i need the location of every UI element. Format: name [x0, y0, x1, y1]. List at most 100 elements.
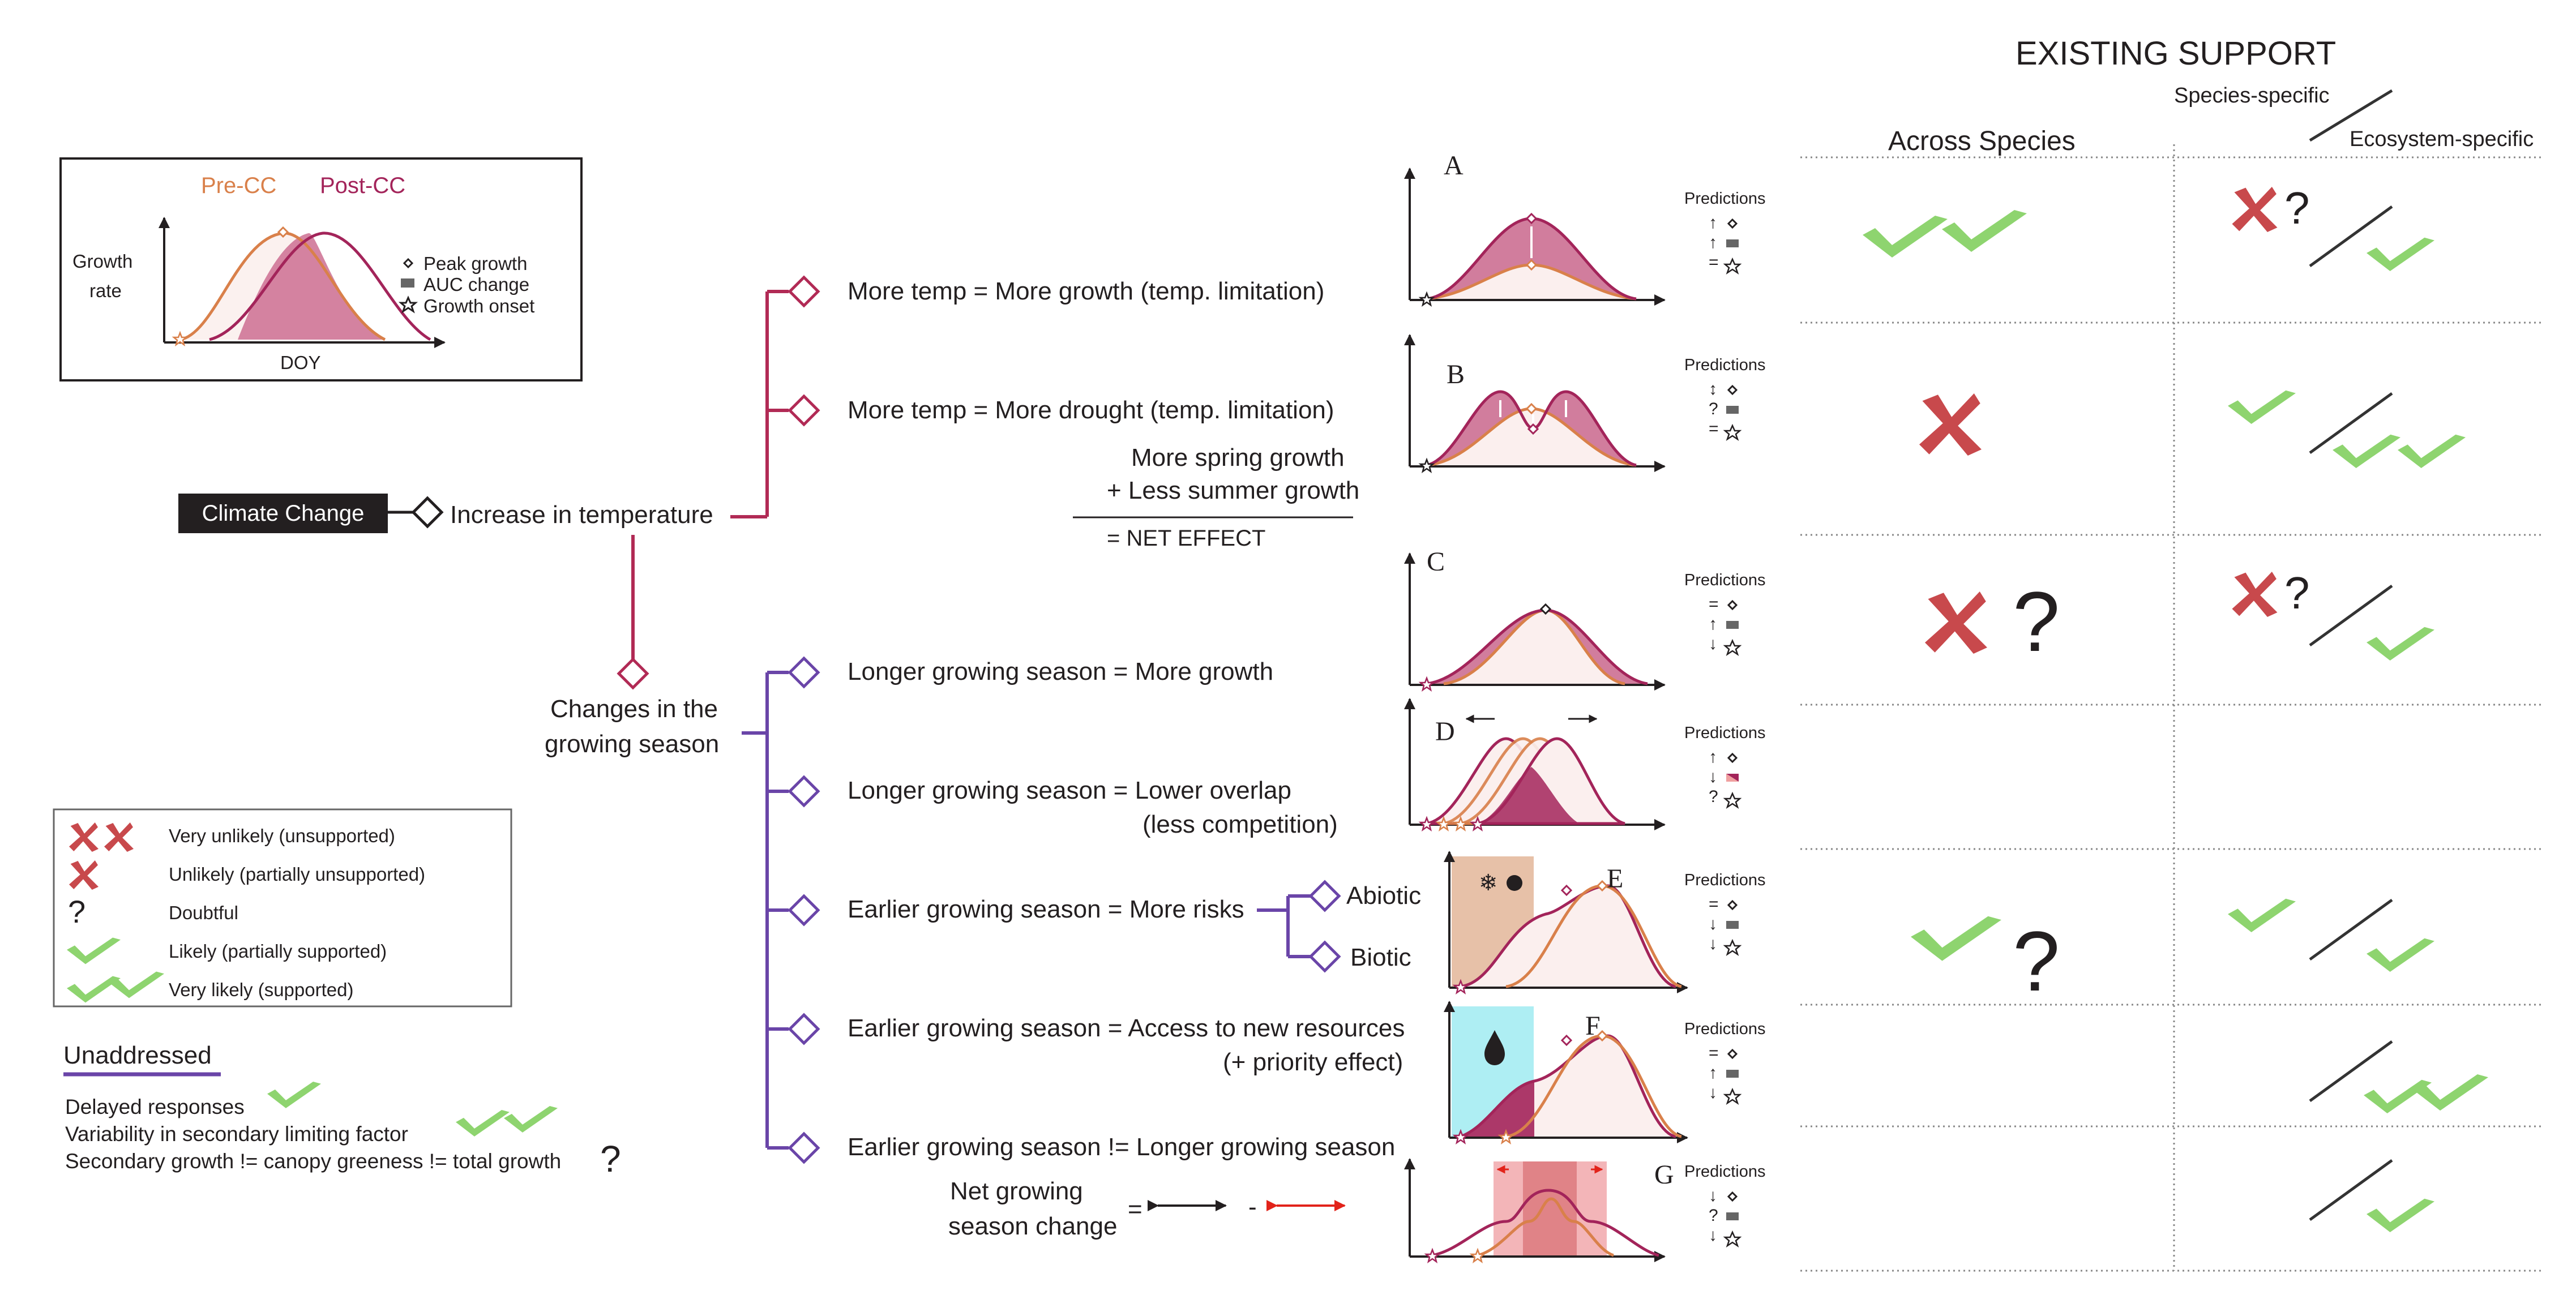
question-icon: ? — [2013, 574, 2060, 669]
check-icon — [2398, 434, 2466, 468]
question-icon: ? — [2013, 914, 2060, 1009]
panel-e-auc-mark: ↓ — [1709, 915, 1717, 933]
unaddressed-variability: Variability in secondary limiting factor — [65, 1122, 408, 1146]
panel-g-onset-mark: ↓ — [1709, 1226, 1717, 1245]
panel-c-peak-mark: = — [1709, 595, 1719, 614]
check-icon — [456, 1109, 510, 1137]
panel-d-peak-mark: ↑ — [1709, 748, 1717, 766]
cross-icon — [69, 860, 99, 890]
panel-letter-e: E — [1607, 864, 1624, 894]
prediction-key-glyphs — [1723, 218, 1742, 1248]
panel-letter-d: D — [1435, 717, 1455, 747]
check-icon — [67, 937, 121, 964]
peak-growth-key: Peak growth — [423, 253, 528, 274]
unaddressed-title: Unaddressed — [63, 1041, 212, 1069]
risk-abiotic-label: Abiotic — [1346, 882, 1422, 910]
cross-icon — [69, 822, 99, 852]
panel-a-onset-mark: = — [1709, 253, 1719, 272]
cross-icon — [2232, 187, 2278, 232]
support-row-slashes — [2309, 205, 2393, 1221]
net-season-label-2: season change — [948, 1212, 1118, 1240]
panel-f-onset-mark: ↓ — [1709, 1083, 1717, 1102]
legend-very-likely: Very likely (supported) — [169, 979, 354, 1000]
panel-c-predictions-label: Predictions — [1684, 571, 1766, 589]
check-icon — [67, 976, 121, 1003]
legend-doubtful: Doubtful — [169, 902, 238, 923]
season-branch-lower-overlap: Longer growing season = Lower overlap — [848, 777, 1291, 804]
ecosystem-specific-header: Ecosystem-specific — [2350, 127, 2534, 151]
panel-b-peak-mark: ↕ — [1709, 380, 1717, 398]
cross-icon — [1925, 591, 1987, 654]
auc-change-key: AUC change — [423, 274, 530, 295]
panel-C-graph — [1404, 552, 1666, 692]
season-branch-not-longer: Earlier growing season != Longer growing… — [848, 1133, 1396, 1161]
panel-letter-g: G — [1654, 1160, 1674, 1190]
check-icon — [1911, 916, 2001, 961]
cross-icon — [2232, 572, 2278, 617]
panel-f-predictions-label: Predictions — [1684, 1020, 1766, 1038]
cross-icon — [1919, 393, 1982, 456]
check-icon — [267, 1081, 321, 1108]
panel-d-auc-mark: ↓ — [1709, 768, 1717, 786]
panel-A-graph — [1404, 168, 1666, 307]
panel-b-onset-mark: = — [1709, 419, 1719, 438]
symbol-legend-box: ? — [53, 808, 512, 1008]
legend-very-unlikely: Very unlikely (unsupported) — [169, 825, 395, 846]
svg-text:❄: ❄ — [1479, 871, 1498, 895]
check-icon — [2367, 1198, 2434, 1232]
growth-axis-label: Growth — [72, 251, 133, 272]
check-icon — [2333, 434, 2400, 468]
panel-G-graph — [1404, 1158, 1666, 1263]
check-icon — [504, 1105, 558, 1133]
question-icon: ? — [68, 894, 85, 929]
panel-g-peak-mark: ↓ — [1709, 1186, 1717, 1205]
panel-E-graph: ❄ — [1444, 851, 1688, 994]
panel-e-onset-mark: ↓ — [1709, 934, 1717, 953]
species-specific-header: Species-specific — [2174, 84, 2330, 108]
panel-e-predictions-label: Predictions — [1684, 871, 1766, 889]
pre-cc-label: Pre-CC — [201, 173, 277, 198]
changes-growing-season-node: Changes in the — [550, 695, 718, 723]
panel-e-peak-mark: = — [1709, 895, 1719, 914]
increase-temperature-node: Increase in temperature — [450, 501, 713, 529]
question-icon: ? — [2284, 183, 2310, 233]
check-icon — [2228, 390, 2296, 424]
panel-letter-a: A — [1444, 151, 1464, 181]
panel-f-auc-mark: ↑ — [1709, 1064, 1717, 1082]
check-icon — [2367, 938, 2434, 972]
season-branch-new-resources-2: (+ priority effect) — [1223, 1048, 1403, 1076]
temp-branch-growth: More temp = More growth (temp. limitatio… — [848, 277, 1325, 305]
check-icon — [1942, 210, 2027, 252]
check-icon — [110, 971, 164, 998]
question-icon: ? — [600, 1138, 621, 1180]
legend-likely: Likely (partially supported) — [169, 941, 387, 962]
season-branch-longer-growth: Longer growing season = More growth — [848, 658, 1274, 685]
net-effect-line-1: More spring growth — [1131, 444, 1345, 471]
growth-curve-legend-box — [59, 157, 583, 381]
legend-unlikely: Unlikely (partially unsupported) — [169, 864, 426, 885]
check-icon — [2367, 237, 2434, 271]
support-table-grid — [1800, 144, 2542, 1272]
panel-f-peak-mark: = — [1709, 1044, 1719, 1062]
existing-support-title: EXISTING SUPPORT — [2016, 35, 2337, 72]
net-season-equals: = — [1128, 1195, 1142, 1223]
check-icon — [2367, 627, 2434, 661]
panel-a-predictions-label: Predictions — [1684, 190, 1766, 208]
panel-c-onset-mark: ↓ — [1709, 635, 1717, 653]
support-symbols: ? ? ? ? — [1863, 183, 2488, 1232]
net-effect-line-3: = NET EFFECT — [1107, 526, 1266, 551]
cross-icon — [104, 822, 134, 852]
panel-d-onset-mark: ? — [1709, 787, 1718, 806]
growth-axis-label-2: rate — [89, 280, 122, 301]
panel-a-peak-mark: ↑ — [1709, 213, 1717, 232]
growth-onset-key: Growth onset — [423, 295, 535, 316]
panel-letter-f: F — [1585, 1011, 1601, 1041]
panel-b-auc-mark: ? — [1709, 400, 1718, 418]
panel-c-auc-mark: ↑ — [1709, 615, 1717, 633]
across-species-header: Across Species — [1888, 126, 2076, 156]
climate-change-node: Climate Change — [178, 494, 388, 533]
check-icon — [2415, 1074, 2488, 1111]
check-icon — [1863, 216, 1948, 258]
temp-branch-drought: More temp = More drought (temp. limitati… — [848, 396, 1334, 424]
risk-biotic-label: Biotic — [1350, 944, 1411, 971]
